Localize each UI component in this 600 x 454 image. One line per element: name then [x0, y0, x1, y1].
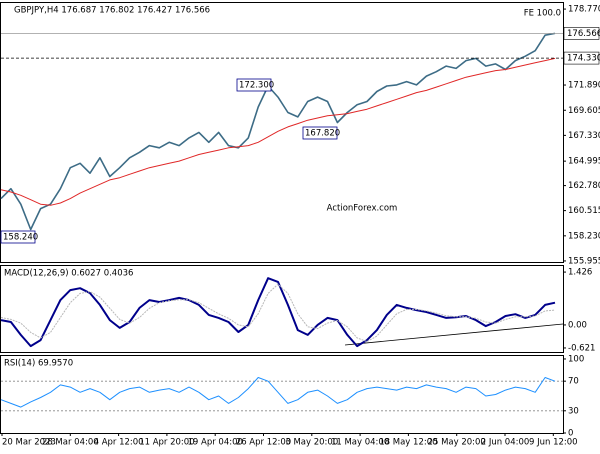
rsi-panel-frame — [0, 355, 564, 434]
y-tick-label: 160.515 — [568, 206, 600, 216]
series-line — [0, 377, 556, 408]
annotation-box — [0, 230, 36, 244]
annotation-box — [236, 78, 272, 92]
y-tick-label: 0.00 — [568, 320, 587, 330]
main-panel-frame — [0, 2, 564, 263]
price-box-label: 174.330 — [567, 54, 600, 64]
series-line — [0, 32, 556, 231]
watermark: ActionForex.com — [327, 204, 398, 214]
y-tick-label: 171.890 — [568, 81, 600, 91]
macd-panel-frame — [0, 265, 564, 353]
y-tick-label: 164.995 — [568, 157, 600, 167]
price-box-label: 176.566 — [567, 29, 600, 39]
y-tick-label: -0.621 — [568, 343, 595, 353]
panel-title: MACD(12,26,9) 0.6027 0.4036 — [4, 269, 133, 279]
y-tick-label: 169.605 — [568, 106, 600, 116]
x-tick-label: 28 Mar 04:00 — [42, 438, 99, 448]
y-tick-label: 100 — [568, 354, 584, 364]
annotation-box — [302, 126, 338, 140]
x-tick-label: 18 May 12:00 — [379, 438, 437, 448]
annotation: 167.820 — [305, 129, 340, 139]
x-tick-label: 26 Apr 12:00 — [236, 438, 291, 448]
y-tick-label: 162.780 — [568, 181, 600, 191]
y-tick-label: 30 — [568, 406, 579, 416]
y-tick-label: 70 — [568, 377, 579, 387]
x-tick-label: 9 Jun 12:00 — [529, 438, 578, 448]
y-tick-label: 0 — [568, 429, 573, 439]
price-box — [563, 51, 600, 65]
y-tick-label: 155.955 — [568, 256, 600, 266]
y-tick-label: 158.230 — [568, 231, 600, 241]
y-tick-label: 167.330 — [568, 131, 600, 141]
series-line — [0, 57, 556, 206]
x-tick-label: 4 Apr 12:00 — [94, 438, 144, 448]
x-tick-label: 11 May 04:00 — [331, 438, 389, 448]
annotation: 172.300 — [239, 81, 274, 91]
y-tick-label: 1.426 — [568, 268, 592, 278]
y-tick-label: 178.770 — [568, 5, 600, 15]
series-line — [0, 283, 556, 343]
x-tick-label: 2 Jun 04:00 — [481, 438, 530, 448]
panel-title: RSI(14) 69.9570 — [4, 359, 73, 369]
price-box — [563, 27, 600, 40]
panel-title: GBPJPY,H4 176.687 176.802 176.427 176.56… — [14, 6, 210, 16]
x-tick-label: 3 May 20:00 — [285, 438, 338, 448]
x-tick-label: 25 May 20:00 — [428, 438, 486, 448]
annotation: 158.240 — [3, 233, 38, 243]
x-tick-label: 20 Mar 2023 — [2, 438, 56, 448]
annotation: FE 100.0 — [524, 9, 561, 19]
x-tick-label: 19 Apr 04:00 — [187, 438, 242, 448]
x-tick-label: 11 Apr 20:00 — [139, 438, 194, 448]
macd-trendline — [344, 323, 564, 346]
